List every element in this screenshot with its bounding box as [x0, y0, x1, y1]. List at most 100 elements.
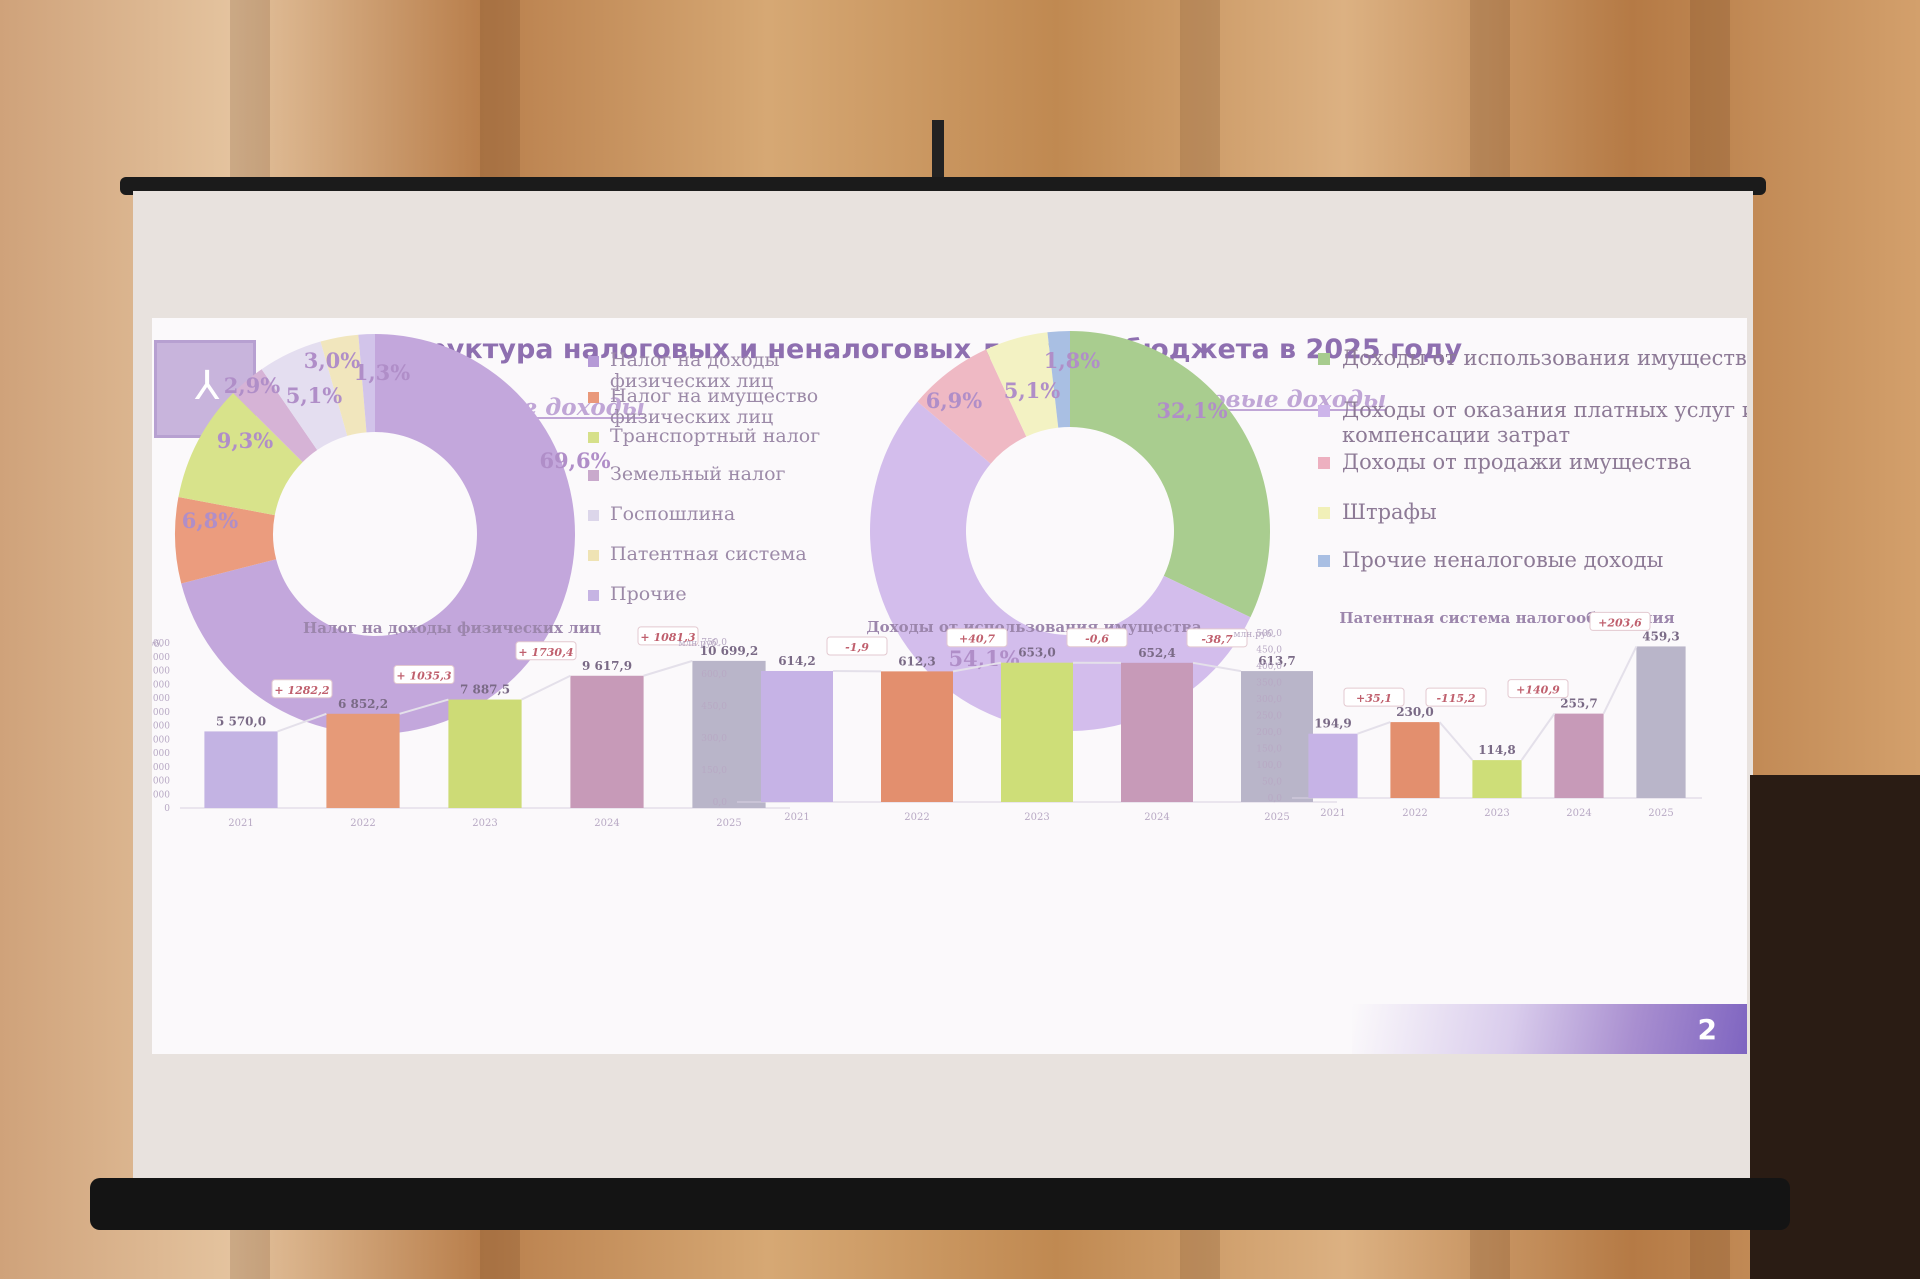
patent-chart-connector-1	[1438, 721, 1474, 761]
ndfl-chart-value-4: 10 699,2	[700, 644, 758, 658]
tax-legend-item-5: Патентная система	[588, 543, 850, 565]
ndfl-chart-value-3: 9 617,9	[582, 659, 632, 673]
ndfl-chart-value-2: 7 887,5	[460, 683, 510, 697]
nontax-donut-slice-4	[1047, 331, 1070, 428]
tax-donut-label-5: 3,0%	[304, 348, 361, 373]
legend-text: Патентная система	[610, 543, 807, 565]
patent-chart-ytick-3: 150,0	[1256, 745, 1282, 755]
tax-legend-item-1: Налог на имущество физических лиц	[588, 385, 850, 428]
tax-legend-item-4: Госпошлина	[588, 503, 850, 525]
legend-swatch	[588, 470, 599, 481]
patent-chart-ytick-6: 300,0	[1256, 695, 1282, 705]
patent-chart-xtick-0: 2021	[1320, 808, 1345, 819]
legend-swatch	[588, 590, 599, 601]
ndfl-chart-xtick-3: 2024	[594, 818, 619, 829]
patent-chart-value-4: 459,3	[1642, 629, 1680, 643]
property-income-chart-value-0: 614,2	[778, 654, 816, 668]
patent-chart-change-box-1	[1425, 687, 1487, 707]
ndfl-chart-change-1: + 1035,3	[396, 670, 451, 683]
property-income-chart-value-3: 652,4	[1138, 646, 1176, 660]
tax-donut-slice-0	[181, 334, 575, 734]
property-income-chart-change-box-2	[1066, 628, 1128, 648]
nontax-legend-item-0: Доходы от использования имущества	[1318, 346, 1747, 371]
legend-text: Прочие неналоговые доходы	[1342, 548, 1664, 572]
tax-donut-label-3: 2,9%	[224, 373, 281, 398]
patent-chart-ytick-8: 400,0	[1256, 662, 1282, 672]
patent-chart-xtick-1: 2022	[1402, 808, 1427, 819]
legend-swatch	[1318, 507, 1330, 519]
ndfl-chart-ytick-3: 3 000	[152, 763, 170, 773]
slide-title: Структура налоговых и неналоговых доходо…	[392, 334, 1463, 365]
legend-swatch	[588, 356, 599, 367]
ndfl-chart-ylabel: млн.руб.	[152, 639, 163, 650]
ndfl-chart-bar-1	[326, 713, 400, 808]
patent-chart-connector-3	[1602, 645, 1638, 715]
tax-donut-label-6: 1,3%	[354, 360, 411, 385]
property-income-chart-bar-4	[1241, 671, 1313, 802]
tax-donut-slice-1	[175, 497, 277, 584]
tax-donut-label-4: 5,1%	[286, 383, 343, 408]
legend-swatch	[588, 432, 599, 443]
nontax-legend-item-2: Доходы от продажи имущества	[1318, 450, 1747, 475]
ndfl-chart-value-1: 6 852,2	[338, 697, 388, 711]
property-income-chart-ytick-4: 600,0	[701, 670, 727, 680]
tax-donut-label-2: 9,3%	[217, 428, 274, 453]
property-income-chart-ytick-5: 750,0	[701, 638, 727, 648]
footer-decoration	[1352, 1004, 1747, 1054]
property-income-chart-bar-1	[881, 671, 953, 802]
ndfl-chart-change-box-3	[637, 626, 699, 646]
patent-chart-ytick-2: 100,0	[1256, 761, 1282, 771]
ndfl-chart-change-0: + 1282,2	[274, 684, 329, 697]
tax-donut-label-1: 6,8%	[182, 508, 239, 533]
patent-chart-bar-2	[1472, 760, 1522, 798]
patent-chart-ytick-0: 0,0	[1268, 794, 1283, 804]
tax-donut-slice-6	[358, 334, 375, 433]
legend-text: Штрафы	[1342, 500, 1437, 524]
legend-swatch	[588, 510, 599, 521]
property-income-chart-bar-3	[1121, 662, 1193, 802]
legend-text: Госпошлина	[610, 503, 736, 525]
property-income-chart-ytick-3: 450,0	[701, 702, 727, 712]
ndfl-chart-bar-2	[448, 699, 522, 808]
property-income-chart-change-box-3	[1186, 628, 1248, 648]
ndfl-chart-ytick-1: 1 000	[152, 790, 170, 800]
patent-chart-ytick-7: 350,0	[1256, 679, 1282, 689]
nontax-donut-slice-1	[869, 401, 1251, 732]
property-income-chart-value-2: 653,0	[1018, 646, 1056, 660]
property-income-chart-xtick-3: 2024	[1144, 812, 1169, 823]
ndfl-chart-ytick-5: 5 000	[152, 735, 170, 745]
nontax-donut-label-4: 1,8%	[1044, 348, 1101, 373]
patent-chart-change-3: +203,6	[1598, 616, 1642, 629]
charts-canvas: 69,6%6,8%9,3%2,9% 5,1%3,0%1,3%32,1%54,1%6…	[152, 331, 1702, 829]
ndfl-chart-ytick-0: 0	[164, 804, 170, 814]
patent-chart-change-box-0	[1343, 687, 1405, 707]
property-income-chart-change-1: +40,7	[959, 633, 995, 646]
ndfl-chart-ytick-9: 9 000	[152, 680, 170, 690]
nontax-legend-item-1: Доходы от оказания платных услуг и компе…	[1318, 398, 1747, 448]
property-income-chart-change-box-1	[946, 628, 1008, 648]
ndfl-chart-xtick-2: 2023	[472, 818, 497, 829]
projected-slide: ⅄ Структура налоговых и неналоговых дохо…	[152, 318, 1747, 1054]
patent-chart-change-2: +140,9	[1516, 684, 1560, 697]
legend-text: Налог на имущество физических лиц	[610, 385, 819, 428]
legend-swatch	[1318, 353, 1330, 365]
legend-swatch	[1318, 405, 1330, 417]
property-income-chart-xtick-4: 2025	[1264, 812, 1289, 823]
patent-chart-bar-1	[1390, 722, 1440, 798]
ndfl-chart-ytick-4: 4 000	[152, 749, 170, 759]
ndfl-chart-bar-4	[692, 660, 766, 808]
legend-text: Транспортный налог	[610, 425, 821, 447]
ndfl-chart-ytick-2: 2 000	[152, 777, 170, 787]
property-income-chart-value-4: 613,7	[1258, 654, 1296, 668]
page-number: 2	[1697, 1013, 1717, 1046]
patent-chart-ytick-1: 50,0	[1262, 778, 1282, 788]
property-income-chart-value-1: 612,3	[898, 654, 936, 668]
ndfl-chart-ytick-10: 10 000	[152, 667, 170, 677]
ndfl-chart-connector-3	[643, 659, 693, 677]
ndfl-chart-value-0: 5 570,0	[216, 714, 266, 728]
ndfl-chart-ytick-12: 12 000	[152, 639, 170, 649]
ndfl-chart-change-box-1	[393, 665, 455, 685]
legend-swatch	[588, 392, 599, 403]
legend-swatch	[1318, 555, 1330, 567]
patent-chart-ytick-10: 500,0	[1256, 629, 1282, 639]
